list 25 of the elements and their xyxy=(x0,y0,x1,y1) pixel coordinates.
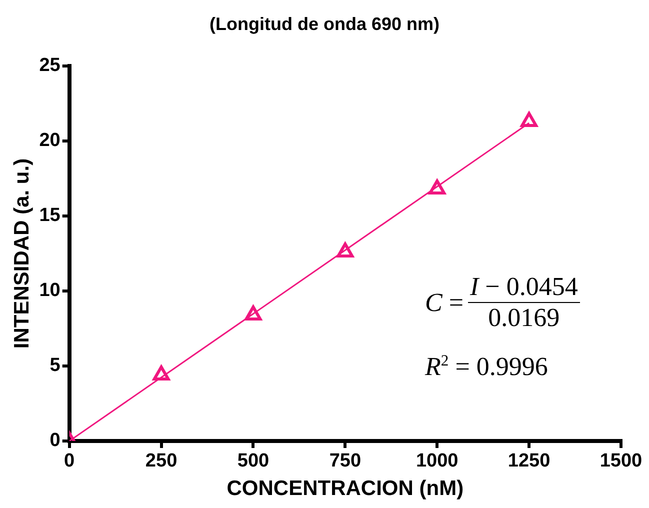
annotation: R$^{2}$ = 0.9996 xyxy=(425,352,548,381)
y-tick-label: 25 xyxy=(39,55,61,76)
annotation: I − 0.0454 xyxy=(470,272,578,301)
y-tick-label: 5 xyxy=(50,355,61,376)
annotation: 0.0169 xyxy=(487,303,561,333)
x-tick-label: 1000 xyxy=(416,450,458,472)
x-tick-label: 1250 xyxy=(508,450,550,472)
point xyxy=(336,242,354,258)
y-axis-title: INTENSIDAD (a. u.) xyxy=(10,158,34,349)
point xyxy=(244,306,262,320)
point xyxy=(428,180,446,194)
x-tick-label: 750 xyxy=(329,450,362,472)
x-axis-title: CONCENTRACION (nM) xyxy=(226,477,464,500)
annotation: C = xyxy=(425,288,464,317)
y-tick-label: 10 xyxy=(39,280,60,302)
x-tick-label: 0 xyxy=(64,450,75,472)
y-tick-label: 15 xyxy=(39,205,61,226)
point xyxy=(152,366,170,380)
y-tick-label: 20 xyxy=(39,130,60,152)
x-tick-label: 1500 xyxy=(600,450,642,472)
y-tick-label: 0 xyxy=(50,430,60,452)
point xyxy=(520,112,538,127)
x-tick-label: 500 xyxy=(237,450,270,472)
chart-title: (Longitud de onda 690 nm) xyxy=(208,14,440,35)
x-tick-label: 250 xyxy=(145,450,178,472)
